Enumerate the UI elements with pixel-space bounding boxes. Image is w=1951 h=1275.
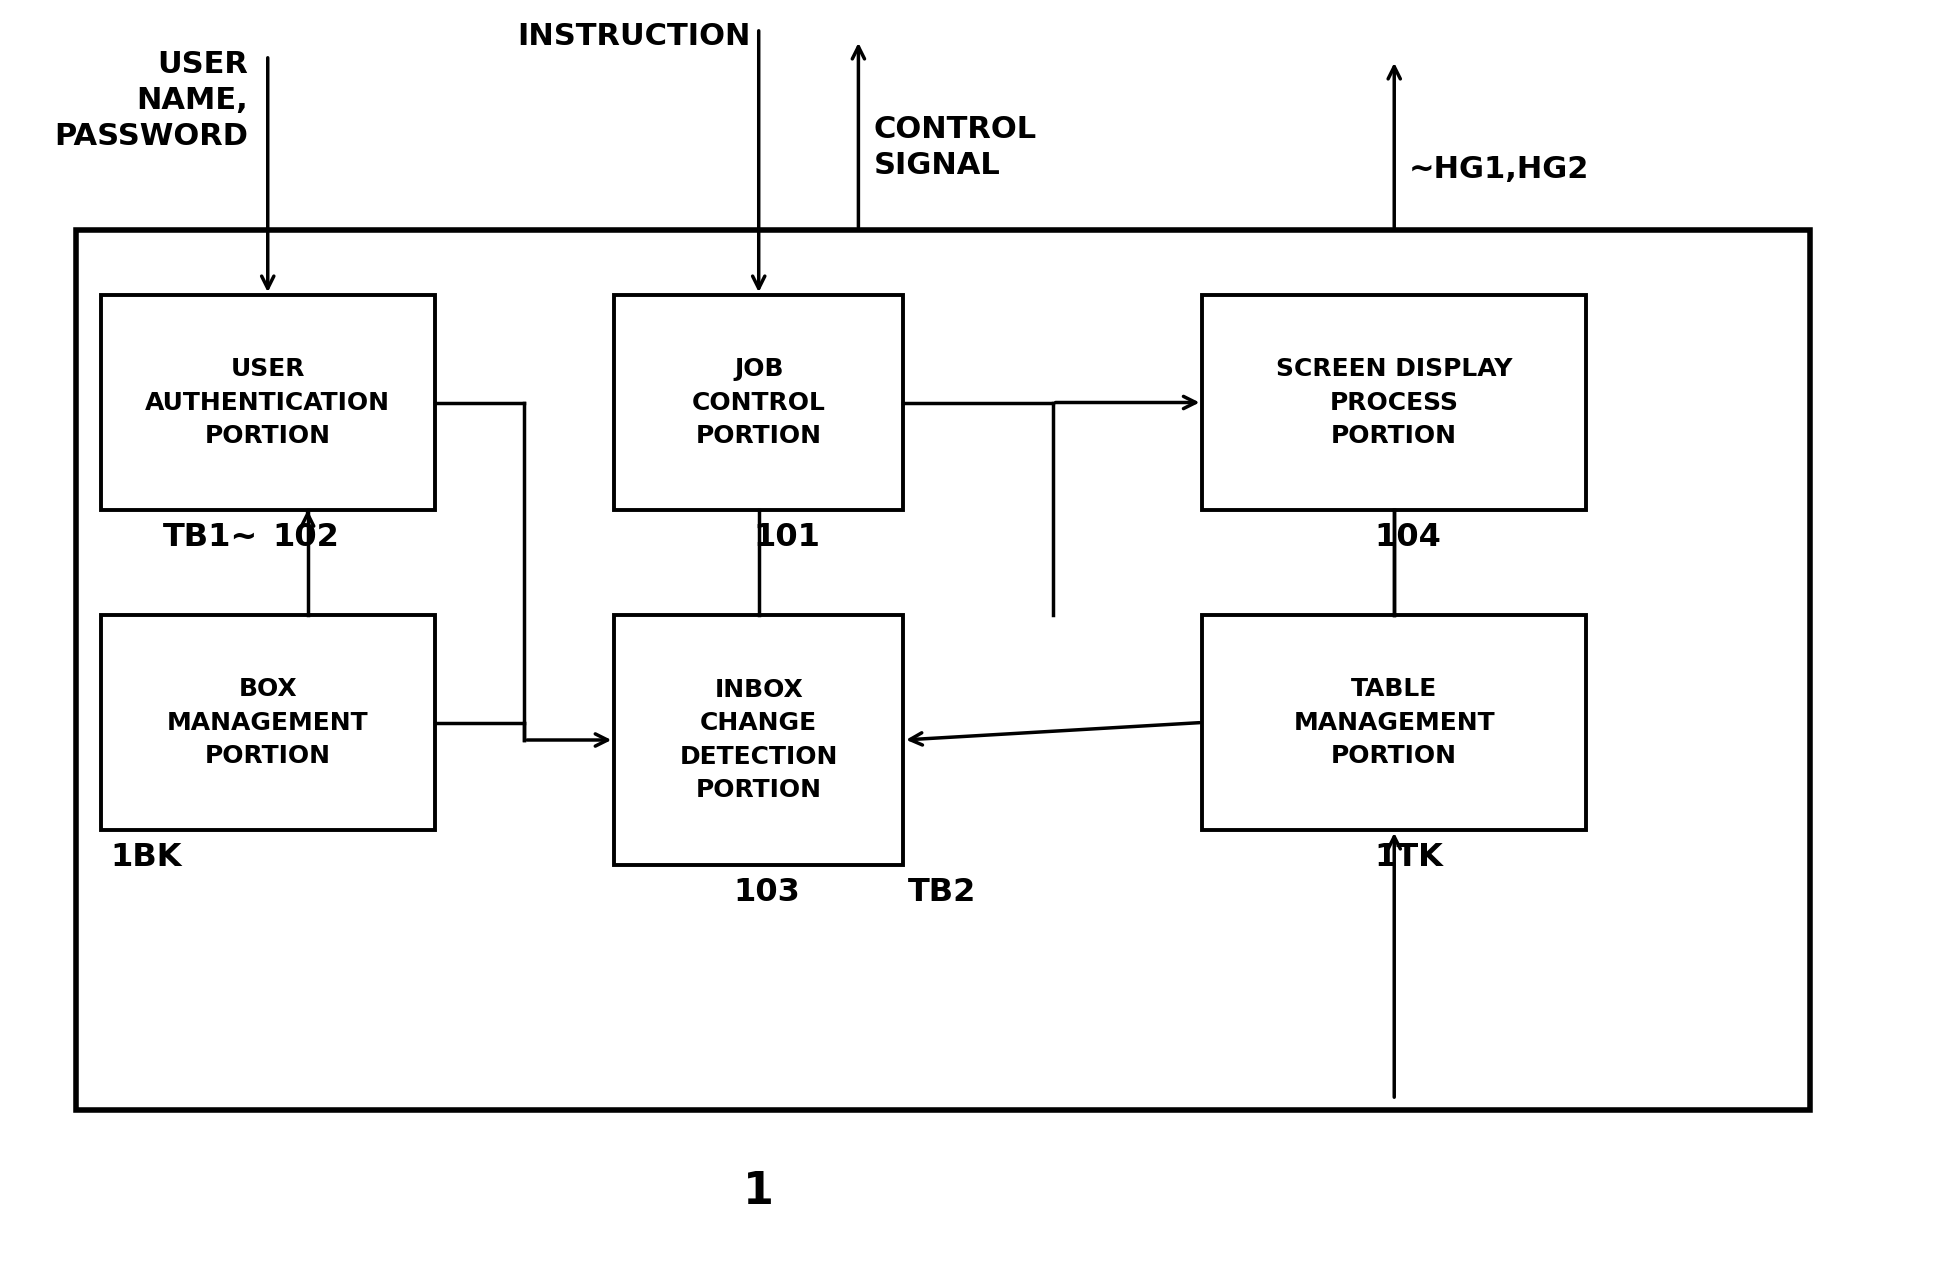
Text: 1BK: 1BK [111,842,181,873]
Text: INBOX
CHANGE
DETECTION
PORTION: INBOX CHANGE DETECTION PORTION [679,678,837,802]
Text: TB1~: TB1~ [162,521,258,553]
Text: TB2: TB2 [909,877,977,908]
Text: 104: 104 [1374,521,1442,553]
Bar [615,615,903,864]
Text: USER
NAME,
PASSWORD: USER NAME, PASSWORD [55,50,248,150]
Text: INSTRUCTION: INSTRUCTION [517,22,751,51]
Text: 103: 103 [734,877,800,908]
Text: JOB
CONTROL
PORTION: JOB CONTROL PORTION [693,357,825,448]
Text: 1: 1 [743,1170,775,1213]
Text: SCREEN DISPLAY
PROCESS
PORTION: SCREEN DISPLAY PROCESS PORTION [1276,357,1512,448]
Text: ~HG1,HG2: ~HG1,HG2 [1409,156,1590,184]
Bar [615,295,903,510]
Bar [101,295,435,510]
Text: TABLE
MANAGEMENT
PORTION: TABLE MANAGEMENT PORTION [1294,677,1494,768]
Text: 1TK: 1TK [1374,842,1444,873]
Bar [1202,615,1586,830]
Text: 101: 101 [753,521,821,553]
Bar [1202,295,1586,510]
Text: BOX
MANAGEMENT
PORTION: BOX MANAGEMENT PORTION [168,677,369,768]
Bar [76,230,1811,1111]
Text: USER
AUTHENTICATION
PORTION: USER AUTHENTICATION PORTION [144,357,390,448]
Text: 102: 102 [273,521,339,553]
Bar [101,615,435,830]
Text: CONTROL
SIGNAL: CONTROL SIGNAL [874,115,1036,180]
